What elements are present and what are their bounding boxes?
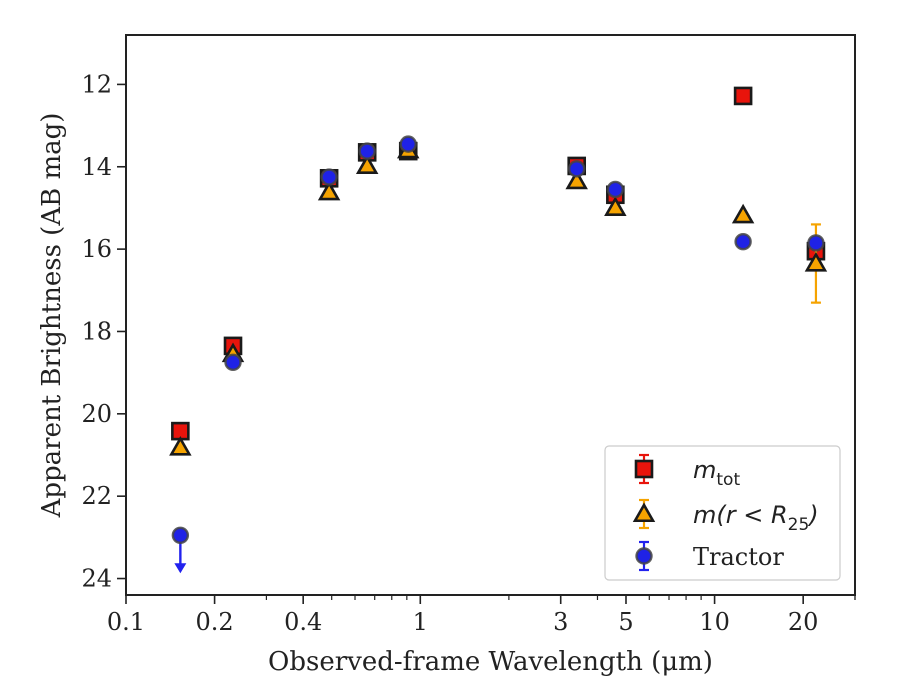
x-tick-label: 0.4	[284, 608, 322, 636]
y-tick-label: 22	[81, 482, 112, 510]
x-tick-label: 0.2	[196, 608, 234, 636]
triangle-marker	[355, 154, 379, 174]
circle-marker	[320, 168, 338, 186]
legend-triangle-icon	[632, 502, 656, 523]
triangle-marker	[604, 196, 627, 216]
data-marks	[169, 86, 828, 574]
triangle-marker	[169, 435, 192, 456]
x-axis-ticks: 0.1 0.2 0.4 1 3 5 10 20	[107, 595, 856, 636]
x-tick-label: 3	[553, 608, 568, 636]
y-tick-label: 24	[81, 565, 112, 593]
x-tick-label: 0.1	[107, 608, 145, 636]
arrow-head	[174, 563, 187, 574]
legend-label: Tractor	[693, 543, 784, 571]
plot-area: 0.1 0.2 0.4 1 3 5 10 20 12 14 16 18 20 22 24	[81, 34, 856, 636]
y-axis-label: Apparent Brightness (AB mag)	[37, 113, 67, 519]
circle-marker	[807, 234, 825, 252]
y-tick-label: 18	[81, 317, 112, 345]
circle-marker	[568, 160, 586, 178]
x-axis-label: Observed-frame Wavelength (μm)	[268, 647, 713, 677]
circle-marker	[224, 353, 242, 372]
circle-marker	[734, 233, 752, 251]
series-circle	[171, 135, 825, 574]
x-tick-label: 1	[413, 608, 428, 636]
square-marker	[733, 86, 753, 106]
legend-circle-icon	[635, 547, 653, 565]
circle-marker	[171, 526, 190, 544]
triangle-marker	[804, 251, 828, 272]
axes-frame	[125, 34, 856, 596]
y-tick-label: 12	[81, 70, 112, 98]
legend-square-icon	[634, 459, 654, 479]
x-tick-label: 10	[699, 608, 730, 636]
x-tick-label: 5	[618, 608, 633, 636]
series-square	[171, 86, 826, 441]
y-tick-label: 16	[81, 235, 112, 263]
circle-marker	[399, 135, 417, 153]
circle-marker	[358, 142, 376, 160]
y-axis-ticks: 12 14 16 18 20 22 24	[81, 70, 126, 593]
y-tick-label: 20	[81, 400, 112, 428]
series-triangle	[169, 138, 828, 456]
circle-marker	[606, 180, 625, 199]
triangle-marker	[731, 203, 755, 224]
legend-box	[604, 445, 841, 581]
triangle-marker	[565, 169, 588, 190]
triangle-marker	[317, 180, 341, 201]
legend-item-circle: Tractor	[635, 540, 784, 572]
x-tick-label: 20	[788, 608, 819, 636]
y-tick-label: 14	[81, 153, 112, 181]
